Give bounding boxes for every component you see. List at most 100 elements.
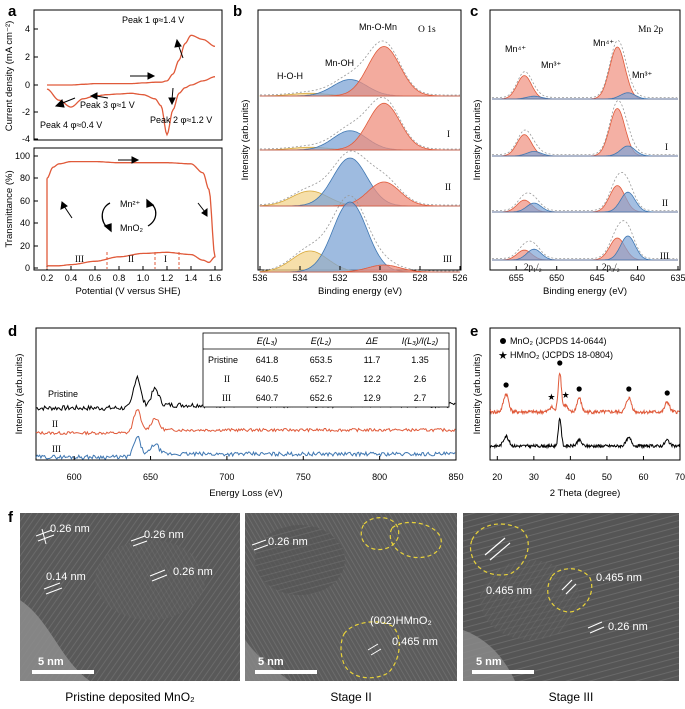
table-cell: II	[224, 374, 230, 384]
table-header-ratio: I(L₃)/I(L₂)	[402, 336, 439, 346]
tem-label: 0.465 nm	[392, 636, 438, 648]
panel-c: c Intensity (arb.units) Mn 2p Mn⁴⁺ Mn³⁺ …	[470, 3, 685, 297]
trans-xtick: 1.0	[137, 273, 150, 283]
cv-y-ticks: 4 2 0 -2 -4	[22, 24, 38, 144]
cv-ytick: 0	[25, 80, 30, 90]
b-xtick: 534	[292, 273, 307, 283]
eels-frame	[35, 327, 457, 461]
trans-y-ticks: 100 80 60 40 20 0	[15, 151, 38, 273]
d-x-ticks: 600 650 700 750 800 850	[67, 456, 464, 482]
tem-image-stage-II: 0.26 nm (002)HMnO₂ 0.465 nm 5 nm	[245, 513, 457, 681]
trans-x-axis-label: Potential (V versus SHE)	[75, 286, 180, 297]
peak-3-label: Peak 3 φ≈1 V	[80, 100, 135, 110]
c-y-axis-label: Intensity (arb.units)	[472, 100, 483, 181]
c-label-II: II	[662, 198, 668, 208]
table-cell: 2.7	[414, 393, 427, 403]
tem-image-stage-III: 0.465 nm 0.465 nm 0.26 nm 5 nm	[463, 513, 679, 681]
b-traces	[259, 40, 460, 273]
trans-xtick: 0.6	[89, 273, 102, 283]
transmittance-plot-frame	[33, 147, 223, 271]
b-title: O 1s	[418, 25, 436, 35]
mn2p-component-mn3-2p32	[492, 92, 678, 100]
table-cell: 641.8	[256, 355, 279, 365]
tem-image-pristine: 0.26 nm 0.26 nm 0.26 nm 0.14 nm 5 nm	[20, 513, 240, 681]
xrd-black-trace	[489, 417, 681, 450]
mn2-label: Mn²⁺	[120, 199, 140, 209]
e-xtick: 30	[529, 472, 539, 482]
trans-ytick: 20	[20, 241, 30, 251]
b-label-III: III	[443, 254, 452, 264]
table-cell: 12.2	[363, 374, 381, 384]
tem-caption-stage-II: Stage II	[330, 690, 371, 704]
cv-plot-frame	[33, 9, 223, 141]
trans-xtick: 1.4	[185, 273, 198, 283]
cv-reverse-curve	[46, 76, 216, 137]
mn2p-component-mn4-2p12	[492, 199, 678, 213]
tem-label: 0.465 nm	[486, 585, 532, 597]
cv-ytick: 2	[25, 52, 30, 62]
o1s-envelope	[260, 195, 460, 272]
e-xtick: 70	[675, 472, 685, 482]
e-xtick: 40	[565, 472, 575, 482]
mn2p-trace-3	[492, 220, 678, 261]
b-y-axis-label: Intensity (arb.units)	[240, 100, 251, 181]
c-peak-mn3-b: Mn³⁺	[632, 70, 652, 80]
mno2-label: MnO₂	[120, 223, 144, 233]
d-label-II: II	[52, 419, 58, 429]
tem-label: 0.465 nm	[596, 572, 642, 584]
mno2-peak-marker	[503, 382, 509, 388]
c-xtick: 640	[630, 273, 645, 283]
e-xtick: 50	[602, 472, 612, 482]
trans-ytick: 40	[20, 218, 30, 228]
mno2-peak-marker	[576, 386, 582, 392]
d-label-pristine: Pristine	[48, 389, 78, 399]
e-xtick: 60	[638, 472, 648, 482]
mn2p-component-mn3-2p32	[492, 145, 678, 157]
trans-ytick: 80	[20, 173, 30, 183]
mn2p-trace-0	[492, 40, 678, 100]
b-x-ticks: 536 534 532 530 528 526	[252, 266, 468, 283]
table-cell: 1.35	[411, 355, 429, 365]
tem-label: 0.26 nm	[268, 536, 308, 548]
panel-f: f 0.26 nm 0.26 nm 0.26	[8, 509, 679, 704]
peak-label-mnoh: Mn-OH	[325, 58, 354, 68]
tem-label: 0.26 nm	[173, 566, 213, 578]
o1s-envelope	[260, 40, 460, 96]
eels-stage-III-spectrum	[35, 435, 456, 461]
mn2p-envelope	[492, 172, 678, 211]
cv-arrows	[54, 38, 184, 108]
c-orbital-half: 2p₁/₂	[524, 262, 542, 272]
cv-ytick: -4	[22, 134, 30, 144]
mn2p-component-mn4-2p12	[492, 134, 678, 157]
transmittance-loop	[46, 160, 216, 267]
scale-bar	[32, 670, 94, 674]
mn2p-envelope	[492, 220, 678, 259]
c-traces	[492, 40, 678, 261]
trans-ytick: 60	[20, 196, 30, 206]
o1s-trace-2	[259, 150, 460, 207]
tem-caption-stage-III: Stage III	[549, 690, 594, 704]
panel-label-f: f	[8, 509, 14, 526]
trans-y-axis-label: Transmittance (%)	[4, 170, 15, 247]
trans-xtick: 1.6	[209, 273, 222, 283]
stage-III-label: III	[75, 254, 84, 264]
e-x-axis-label: 2 Theta (degree)	[550, 488, 621, 499]
b-label-II: II	[445, 182, 451, 192]
hmno2-peak-star-icon: ★	[547, 393, 555, 403]
e-legend-mno2: MnO₂ (JCPDS 14-0644)	[510, 336, 607, 346]
peak-4-label: Peak 4 φ≈0.4 V	[40, 120, 102, 130]
e-y-axis-label: Intensity (arb.units)	[472, 354, 483, 435]
panel-label-e: e	[470, 323, 478, 340]
legend-star-icon: ★	[498, 349, 508, 362]
b-xtick: 536	[252, 273, 267, 283]
panel-label-d: d	[8, 323, 17, 340]
trans-ytick: 0	[25, 263, 30, 273]
peak-1-label: Peak 1 φ≈1.4 V	[122, 15, 184, 25]
stage-markers	[46, 182, 180, 269]
panel-d: d Intensity (arb.units) Pristine II III …	[8, 323, 464, 499]
peak-label-hoh: H-O-H	[277, 71, 303, 81]
mno2-peak-marker	[664, 390, 670, 396]
c-peak-mn3-a: Mn³⁺	[541, 60, 561, 70]
tem-label: 0.26 nm	[144, 529, 184, 541]
